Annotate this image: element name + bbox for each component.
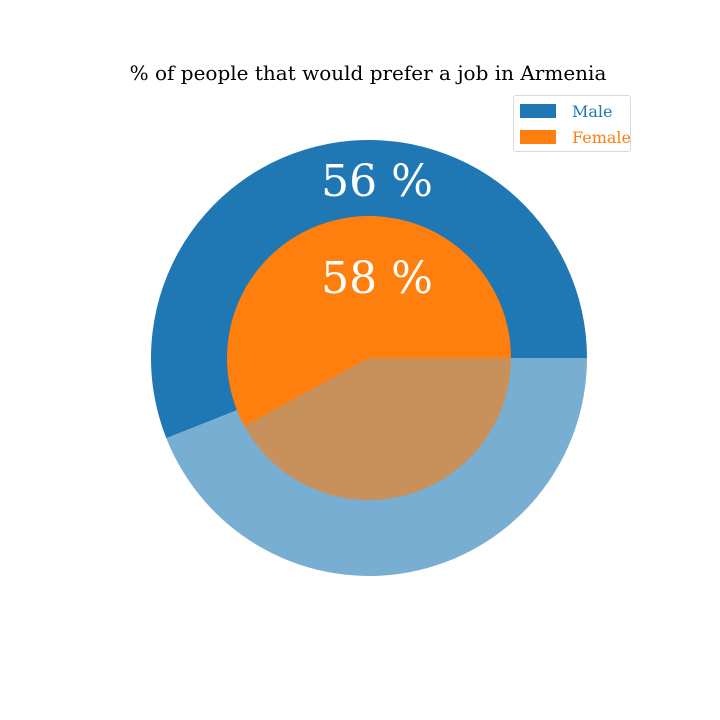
chart-slices bbox=[150, 139, 587, 576]
legend-swatch-female bbox=[520, 130, 556, 144]
female-value-label: 58 % bbox=[321, 253, 433, 304]
legend-label-female: Female bbox=[572, 127, 631, 147]
legend-item-male: Male bbox=[520, 101, 613, 121]
male-value-label: 56 % bbox=[321, 156, 433, 207]
legend-label-male: Male bbox=[572, 101, 613, 121]
legend-item-female: Female bbox=[520, 127, 631, 147]
legend-swatch-male bbox=[520, 104, 556, 118]
chart-legend: Male Female bbox=[513, 95, 631, 152]
chart-title: % of people that would prefer a job in A… bbox=[130, 61, 607, 85]
female-remainder-slice bbox=[244, 358, 511, 501]
female-slice bbox=[226, 216, 511, 427]
